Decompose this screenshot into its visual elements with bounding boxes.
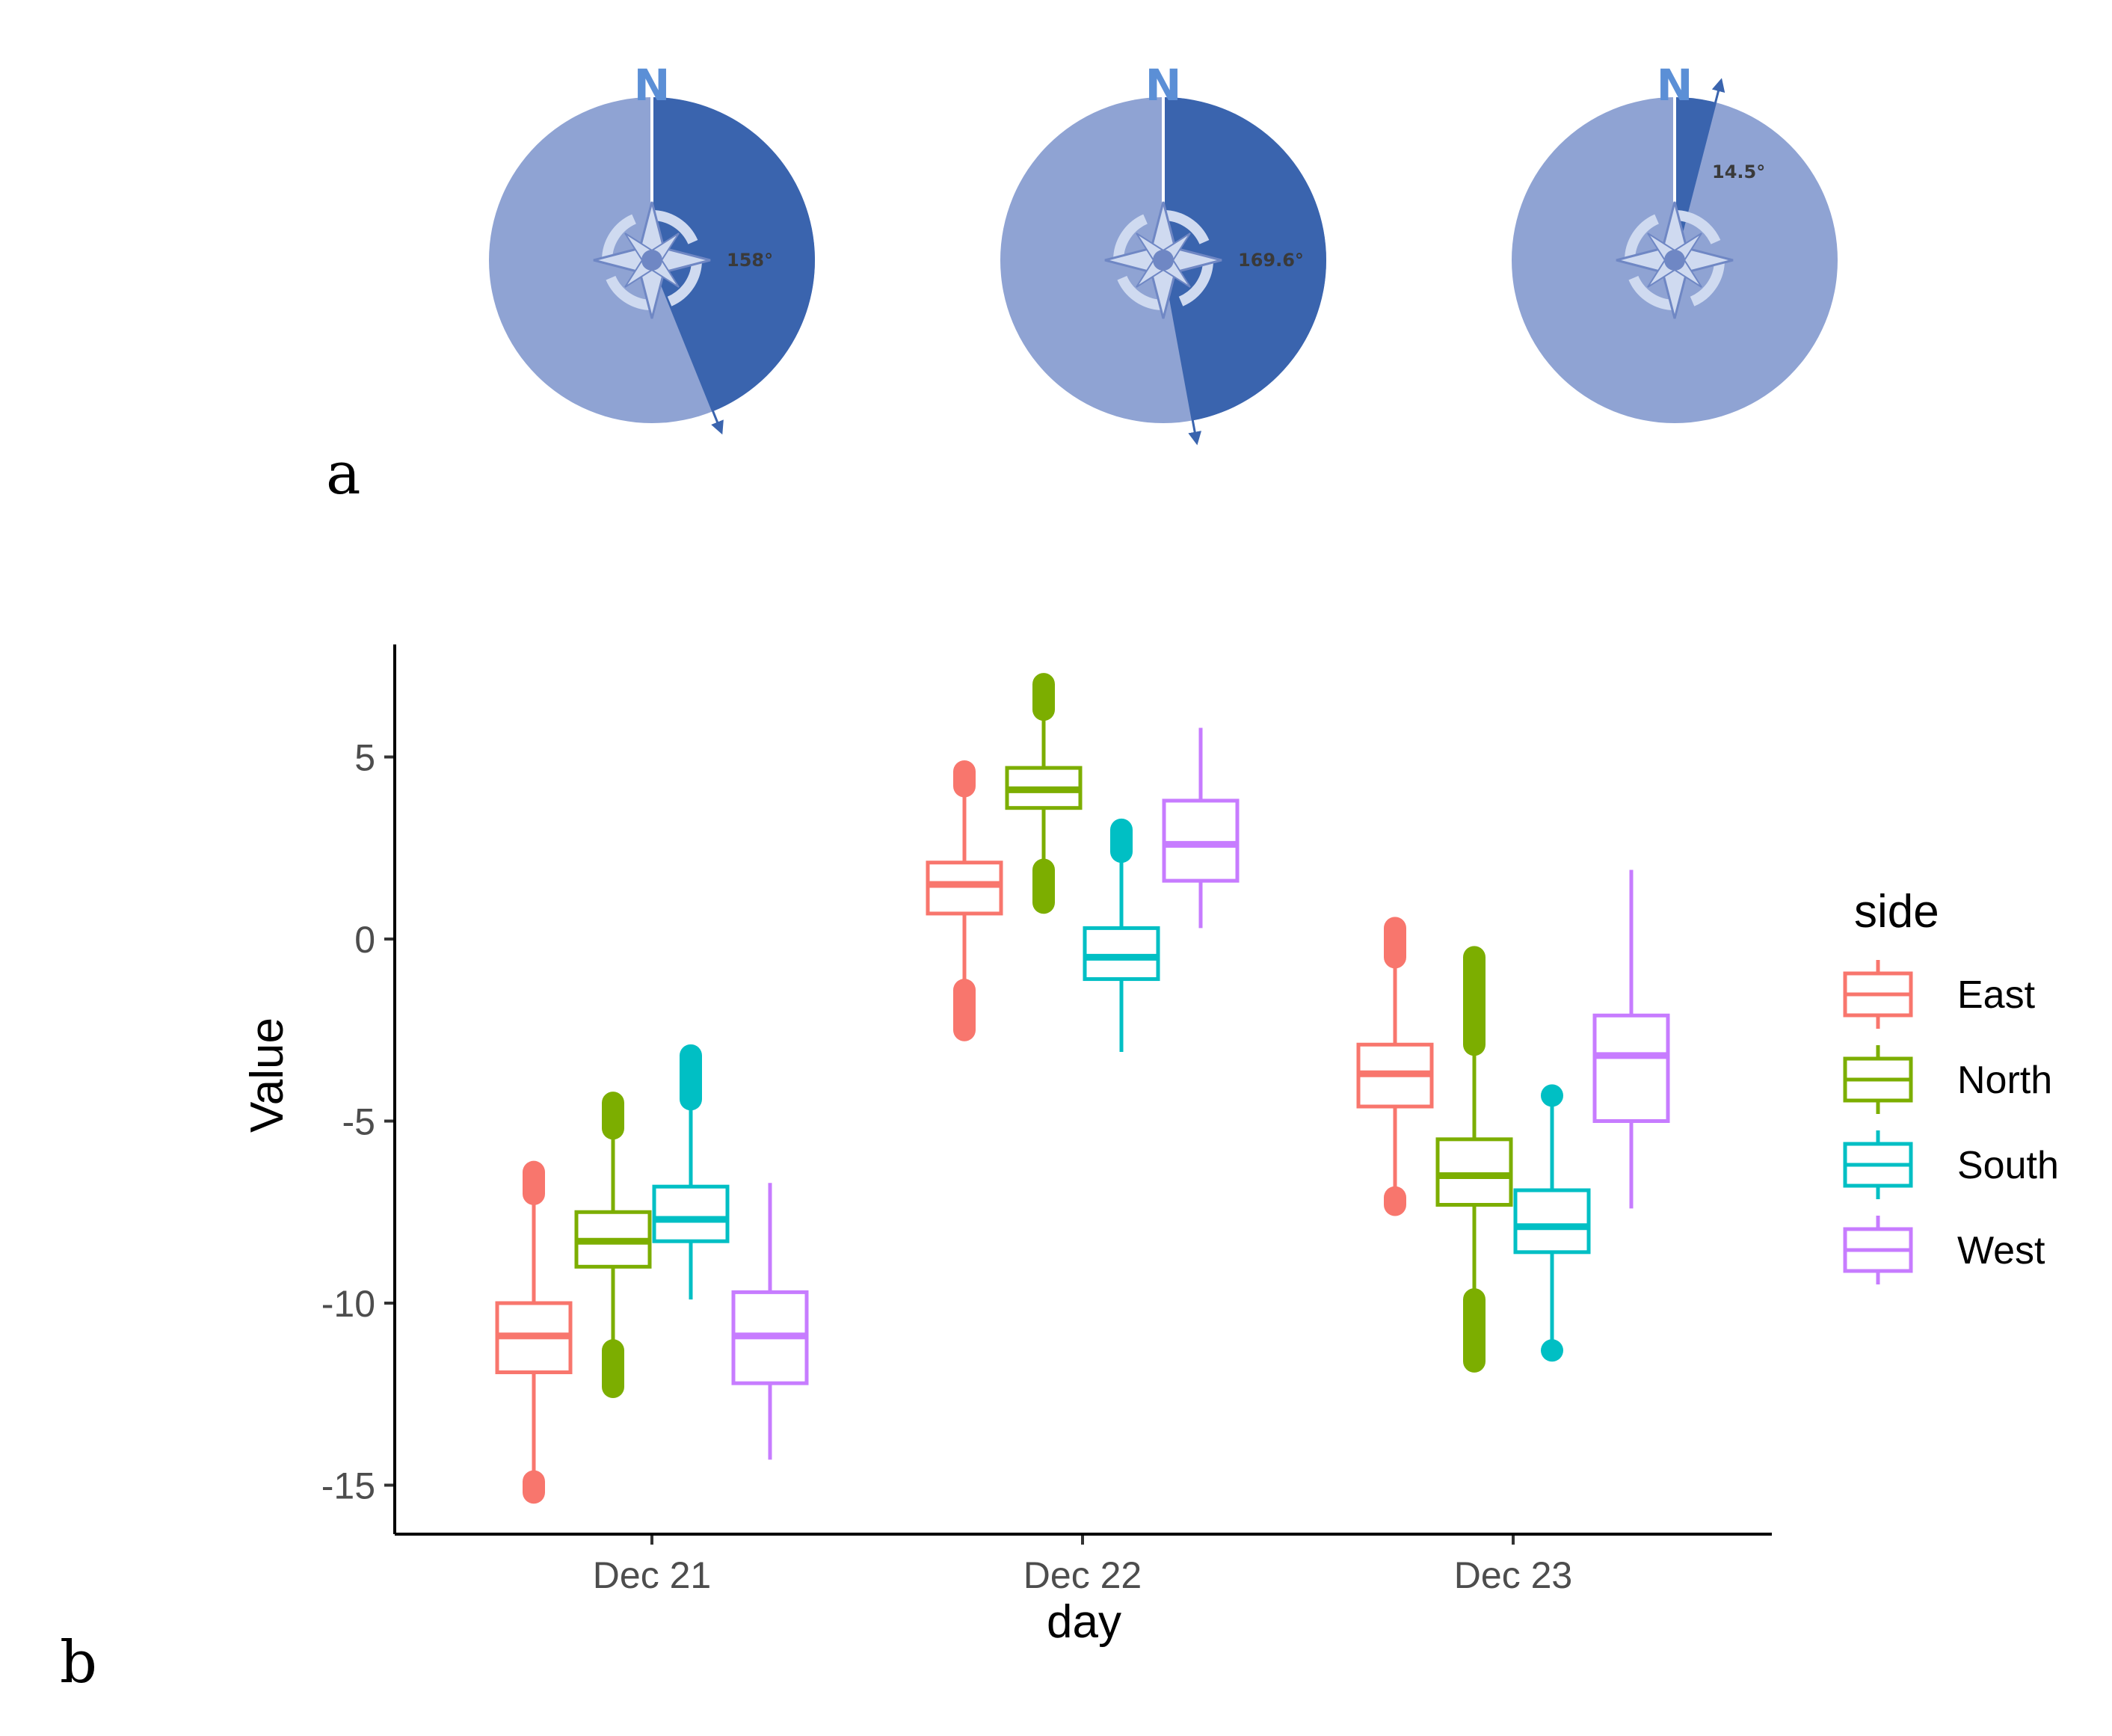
legend-key-west bbox=[1843, 1216, 1913, 1284]
box-north bbox=[574, 1092, 652, 1399]
y-axis-ticks: 5 0 -5 -10 -15 bbox=[321, 737, 395, 1507]
angle-label: 14.5° bbox=[1712, 161, 1765, 182]
x-tick-label: Dec 21 bbox=[593, 1554, 711, 1596]
y-axis-title: Value bbox=[241, 1018, 293, 1133]
legend: side East North South West bbox=[1843, 886, 2059, 1284]
box-east bbox=[495, 1160, 573, 1504]
outlier-point bbox=[1541, 1339, 1563, 1362]
compass: N 169.6° bbox=[1000, 60, 1326, 446]
legend-key-south bbox=[1843, 1130, 1913, 1199]
north-label: N bbox=[1657, 60, 1693, 111]
angle-sector bbox=[652, 97, 815, 412]
y-tick-label: 0 bbox=[354, 919, 375, 961]
box-marks bbox=[495, 673, 1670, 1504]
angle-sector bbox=[1163, 97, 1326, 421]
panel-label-a: a bbox=[326, 440, 361, 508]
box-iqr bbox=[926, 861, 1003, 916]
box-iqr bbox=[1435, 1137, 1513, 1207]
box-north bbox=[1005, 673, 1083, 914]
box-iqr bbox=[652, 1184, 730, 1243]
box-north bbox=[1435, 946, 1513, 1373]
compass: N 158° bbox=[489, 60, 815, 435]
box-iqr bbox=[1083, 926, 1160, 982]
legend-label: South bbox=[1957, 1144, 2059, 1187]
direction-arrow bbox=[650, 259, 724, 435]
box-iqr bbox=[1592, 1013, 1670, 1124]
box-iqr bbox=[1162, 798, 1240, 883]
compass: N 14.5° bbox=[1512, 60, 1838, 423]
compass-rose-icon bbox=[1616, 201, 1734, 319]
y-tick-label: -15 bbox=[321, 1465, 375, 1507]
legend-label: East bbox=[1957, 973, 2036, 1017]
north-label: N bbox=[634, 60, 671, 111]
box-east bbox=[926, 760, 1003, 1041]
panel-label-b: b bbox=[60, 1629, 97, 1696]
legend-label: North bbox=[1957, 1059, 2052, 1102]
angle-label: 169.6° bbox=[1238, 250, 1304, 271]
box-iqr bbox=[1513, 1188, 1591, 1255]
north-label: N bbox=[1145, 60, 1182, 111]
box-west bbox=[1162, 727, 1240, 929]
x-tick-label: Dec 22 bbox=[1023, 1554, 1142, 1596]
y-tick-label: -5 bbox=[342, 1101, 375, 1143]
x-axis-ticks: Dec 21 Dec 22 Dec 23 bbox=[593, 1534, 1572, 1596]
y-tick-label: -10 bbox=[321, 1283, 375, 1325]
legend-title: side bbox=[1854, 886, 1939, 938]
x-axis-title: day bbox=[1047, 1596, 1121, 1648]
y-tick-label: 5 bbox=[354, 737, 375, 779]
box-south bbox=[652, 1044, 730, 1300]
panel-b-boxplot: 50-5-10-15 Dec 21 Dec 22 Dec 23 day Value … bbox=[241, 644, 2059, 1648]
box-west bbox=[731, 1183, 809, 1460]
compass-rose-icon bbox=[1104, 201, 1222, 319]
box-west bbox=[1592, 869, 1670, 1209]
compass-rose-icon bbox=[593, 201, 711, 319]
panel-a-compasses: N 158° N 169.6° N 14.5° bbox=[489, 60, 1838, 446]
legend-key-north bbox=[1843, 1045, 1913, 1114]
x-tick-label: Dec 23 bbox=[1454, 1554, 1572, 1596]
box-south bbox=[1513, 1084, 1591, 1362]
legend-label: West bbox=[1957, 1229, 2045, 1272]
legend-key-east bbox=[1843, 960, 1913, 1029]
box-east bbox=[1356, 917, 1434, 1216]
angle-label: 158° bbox=[727, 250, 773, 271]
outlier-point bbox=[1541, 1084, 1563, 1107]
box-south bbox=[1083, 818, 1160, 1052]
